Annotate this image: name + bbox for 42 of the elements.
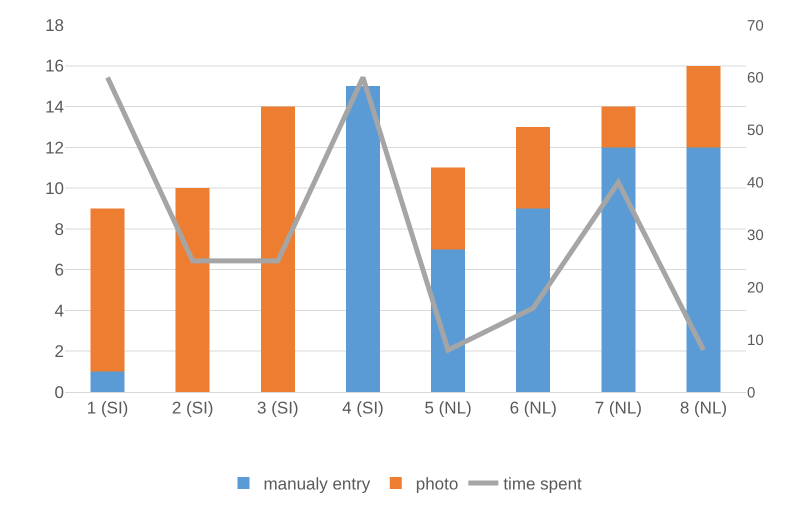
x-tick-label: 8 (NL) bbox=[680, 398, 728, 418]
x-tick-label: 5 (NL) bbox=[424, 398, 472, 418]
bar bbox=[516, 208, 550, 392]
y2-tick-label: 70 bbox=[747, 17, 764, 34]
y2-tick-label: 50 bbox=[747, 122, 764, 140]
y2-tick-label: 30 bbox=[747, 226, 764, 244]
y2-tick-label: 0 bbox=[747, 384, 756, 402]
y-tick-label: 8 bbox=[54, 220, 64, 239]
bar bbox=[346, 86, 380, 392]
y-tick-label: 14 bbox=[45, 98, 64, 117]
bar bbox=[686, 147, 720, 392]
bar bbox=[686, 66, 720, 148]
bar bbox=[431, 249, 466, 392]
y-tick-label: 10 bbox=[45, 179, 64, 198]
y2-tick-label: 40 bbox=[747, 174, 764, 192]
x-tick-label: 6 (NL) bbox=[510, 398, 557, 418]
x-tick-label: 2 (SI) bbox=[172, 398, 214, 418]
y2-tick-label: 10 bbox=[747, 332, 764, 349]
bar bbox=[90, 208, 125, 372]
legend-label: time spent bbox=[503, 474, 582, 494]
x-tick-label: 3 (SI) bbox=[257, 398, 299, 418]
y-tick-label: 12 bbox=[45, 138, 64, 158]
x-tick-label: 1 (SI) bbox=[86, 398, 128, 418]
bar bbox=[516, 126, 550, 208]
bar bbox=[176, 188, 210, 392]
bar bbox=[601, 106, 636, 148]
y-tick-label: 6 bbox=[54, 260, 64, 280]
y2-tick-label: 20 bbox=[747, 279, 764, 296]
x-tick-label: 4 (SI) bbox=[342, 398, 384, 418]
y2-tick-label: 60 bbox=[747, 70, 764, 87]
y-tick-label: 16 bbox=[45, 56, 64, 76]
bar bbox=[260, 106, 295, 392]
legend-label: manualy entry bbox=[264, 474, 371, 494]
bar bbox=[431, 168, 466, 250]
y-tick-label: 18 bbox=[45, 16, 64, 35]
y-tick-label: 2 bbox=[54, 342, 64, 362]
x-tick-label: 7 (NL) bbox=[594, 398, 642, 418]
y-tick-label: 0 bbox=[54, 382, 64, 402]
y-tick-label: 4 bbox=[54, 301, 64, 320]
legend-label: photo bbox=[416, 474, 458, 494]
bar bbox=[90, 372, 125, 392]
bar bbox=[601, 147, 636, 392]
